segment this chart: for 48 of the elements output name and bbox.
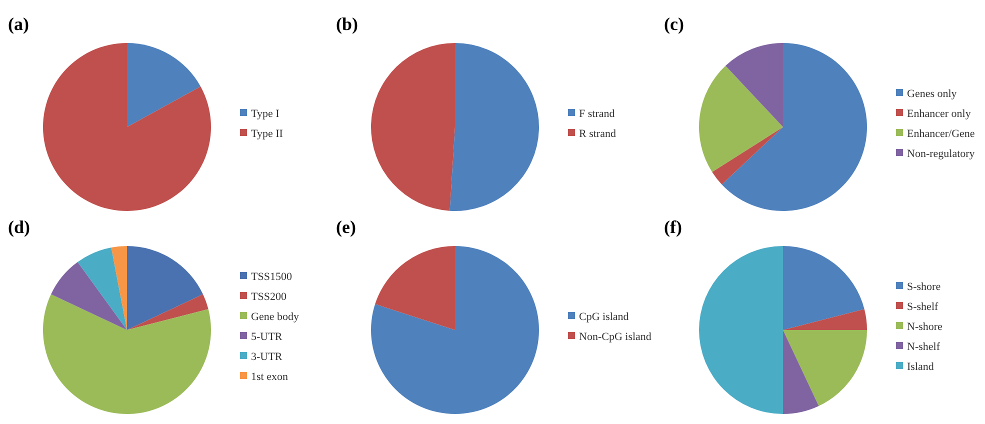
chart-title: (c) (664, 14, 684, 34)
pie-slice (43, 294, 211, 414)
pie-slice (726, 43, 783, 127)
legend-label: TSS1500 (251, 271, 292, 283)
pie-slice (375, 246, 455, 330)
legend-label: N-shore (907, 321, 943, 333)
pie-slice (722, 43, 867, 211)
chart-title: (e) (336, 217, 356, 237)
pie-slice (371, 43, 455, 211)
legend-label: 3-UTR (251, 351, 283, 363)
legend-label: Island (907, 361, 934, 373)
pie-slice (450, 43, 539, 211)
legend-label: CpG island (579, 311, 630, 323)
legend-label: N-shelf (907, 341, 940, 353)
legend-label: Non-CpG island (579, 331, 652, 343)
legend-label: S-shore (907, 281, 941, 293)
pie-slice (127, 294, 208, 330)
pie-slice (699, 66, 783, 172)
legend-label: Gene body (251, 311, 300, 323)
pie-slice (371, 246, 539, 414)
chart-title: (a) (8, 14, 29, 34)
legend-label: R strand (579, 128, 616, 140)
pie-slice (43, 43, 211, 211)
legend-label: Type II (251, 128, 284, 140)
pie-slice (127, 246, 204, 330)
pie-slice (783, 330, 819, 414)
pie-slice (783, 309, 867, 330)
pie-slice (127, 43, 201, 127)
pie-slice (783, 246, 864, 330)
pie-slice (699, 246, 783, 414)
pie-slice (78, 247, 127, 330)
pie-slice (783, 330, 867, 406)
pie-slice (712, 127, 783, 184)
pie-slice (50, 262, 127, 330)
legend-label: 5-UTR (251, 331, 283, 343)
legend-label: Enhancer/Gene (907, 128, 975, 140)
chart-title: (d) (8, 217, 30, 237)
legend-label: Non-regulatory (907, 148, 976, 160)
legend-label: S-shelf (907, 301, 938, 313)
legend-label: Enhancer only (907, 108, 972, 120)
legend-label: F strand (579, 108, 616, 120)
legend-label: Type I (251, 108, 280, 120)
pie-slice (111, 246, 127, 330)
legend-label: Genes only (907, 88, 958, 100)
chart-title: (f) (664, 217, 682, 237)
chart-title: (b) (336, 14, 358, 34)
legend-label: TSS200 (251, 291, 287, 303)
legend-label: 1st exon (251, 371, 288, 383)
